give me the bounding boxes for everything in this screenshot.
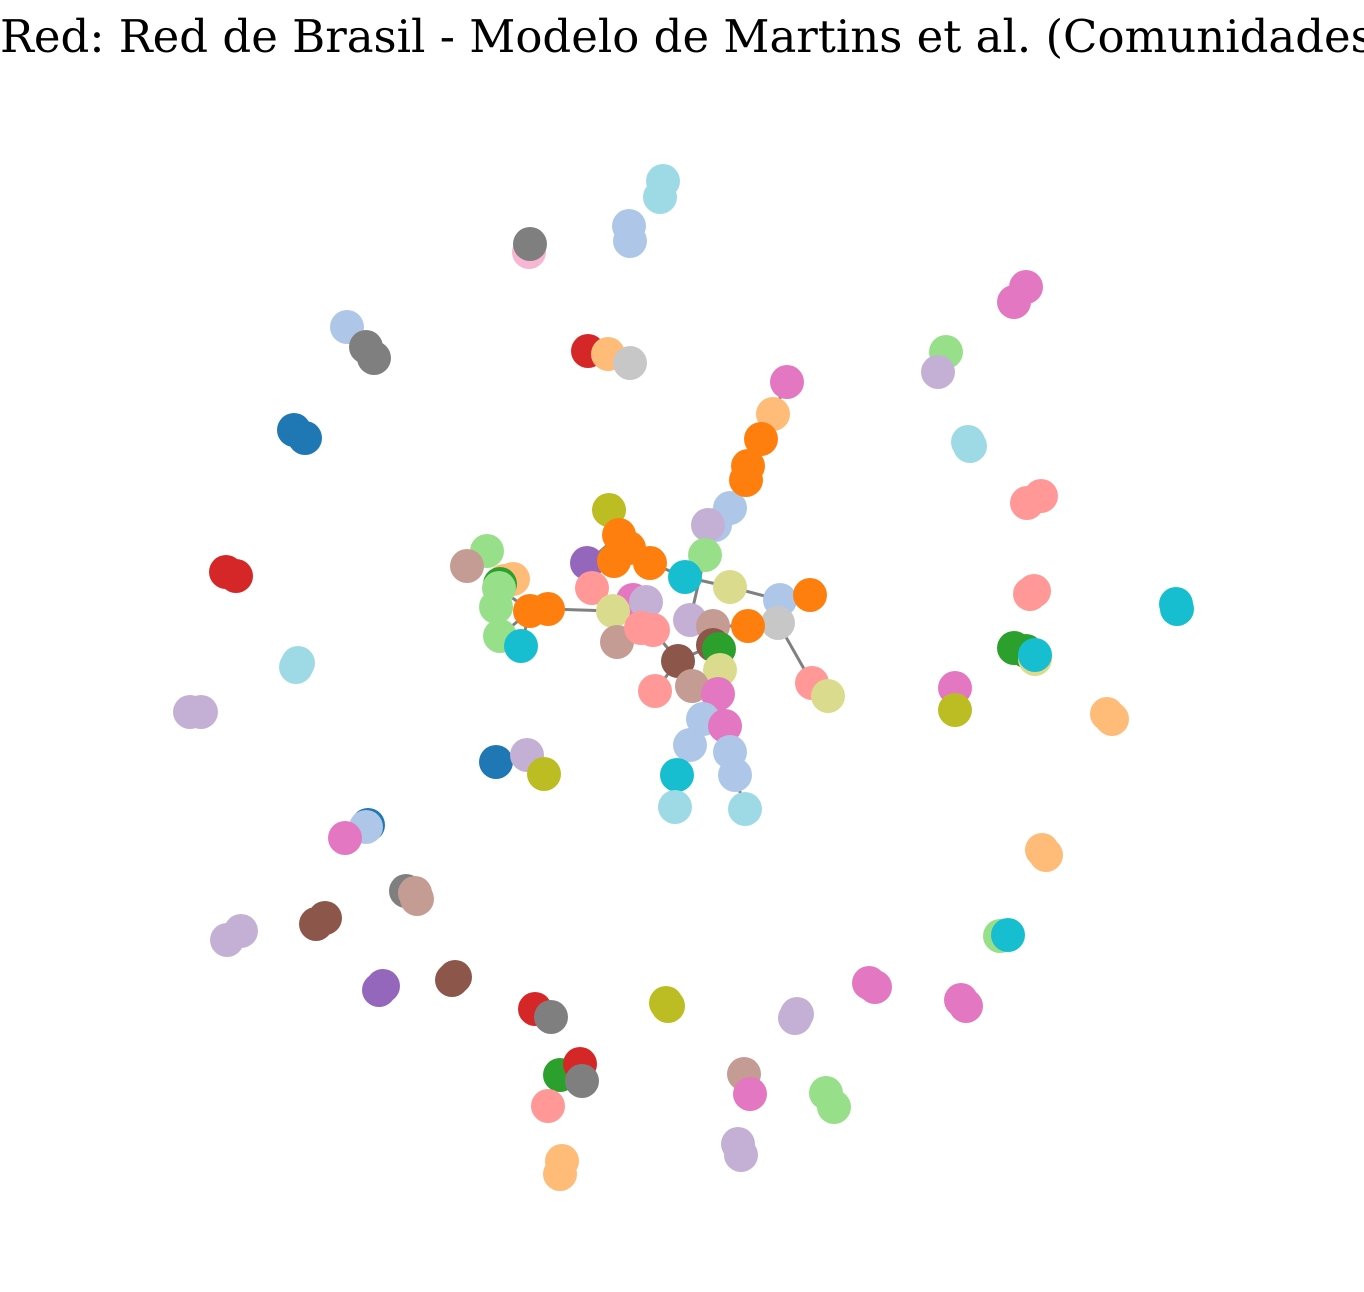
graph-node xyxy=(651,989,685,1023)
graph-node xyxy=(613,224,647,258)
graph-node xyxy=(643,180,677,214)
graph-node xyxy=(938,693,972,727)
graph-node xyxy=(531,592,565,626)
graph-node xyxy=(921,355,955,389)
graph-node xyxy=(793,578,827,612)
graph-node xyxy=(661,644,695,678)
graph-node xyxy=(219,559,253,593)
graph-node xyxy=(688,538,722,572)
graph-node xyxy=(691,508,725,542)
graph-node xyxy=(597,544,631,578)
graph-node xyxy=(780,997,814,1031)
graph-node xyxy=(1095,702,1129,736)
graph-node xyxy=(953,429,987,463)
graph-node xyxy=(1018,638,1052,672)
graph-node xyxy=(1013,577,1047,611)
graph-node xyxy=(328,821,362,855)
graph-node xyxy=(629,585,663,619)
graph-node xyxy=(357,341,391,375)
graph-node xyxy=(744,422,778,456)
graph-node xyxy=(1160,592,1194,626)
graph-node xyxy=(817,1090,851,1124)
graph-node xyxy=(366,969,400,1003)
graph-node xyxy=(479,590,513,624)
graph-node xyxy=(450,549,484,583)
graph-node xyxy=(949,989,983,1023)
graph-node xyxy=(613,346,647,380)
graph-node xyxy=(713,570,747,604)
graph-node xyxy=(660,758,694,792)
graph-node xyxy=(718,758,752,792)
graph-node xyxy=(534,1000,568,1034)
graph-node xyxy=(811,679,845,713)
graph-node xyxy=(633,546,667,580)
graph-node xyxy=(479,745,513,779)
graph-node xyxy=(504,629,538,663)
figure-title: Red: Red de Brasil - Modelo de Martins e… xyxy=(0,10,1364,63)
graph-node xyxy=(728,792,762,826)
graph-node xyxy=(701,677,735,711)
graph-node xyxy=(658,790,692,824)
graph-node xyxy=(1010,486,1044,520)
graph-node xyxy=(624,611,658,645)
nodes-layer xyxy=(173,164,1194,1191)
graph-node xyxy=(184,695,218,729)
graph-node xyxy=(543,1157,577,1191)
graph-node xyxy=(731,609,765,643)
graph-node xyxy=(858,970,892,1004)
graph-node xyxy=(575,571,609,605)
graph-node xyxy=(724,1138,758,1172)
graph-node xyxy=(531,1089,565,1123)
graph-node xyxy=(513,227,547,261)
graph-node xyxy=(565,1064,599,1098)
graph-node xyxy=(224,914,258,948)
graph-node xyxy=(673,728,707,762)
graph-node xyxy=(761,606,795,640)
graph-node xyxy=(997,285,1031,319)
graph-node xyxy=(675,669,709,703)
graph-node xyxy=(308,901,342,935)
graph-node xyxy=(770,365,804,399)
graph-node xyxy=(438,960,472,994)
graph-node xyxy=(733,1077,767,1111)
graph-node xyxy=(288,421,322,455)
graph-node xyxy=(668,560,702,594)
graph-node xyxy=(638,674,672,708)
graph-node xyxy=(991,918,1025,952)
graph-node xyxy=(279,650,313,684)
graph-node xyxy=(527,757,561,791)
graph-node xyxy=(1029,838,1063,872)
graph-node xyxy=(596,594,630,628)
graph-node xyxy=(398,876,432,910)
graph-node xyxy=(708,709,742,743)
graph-node xyxy=(729,463,763,497)
